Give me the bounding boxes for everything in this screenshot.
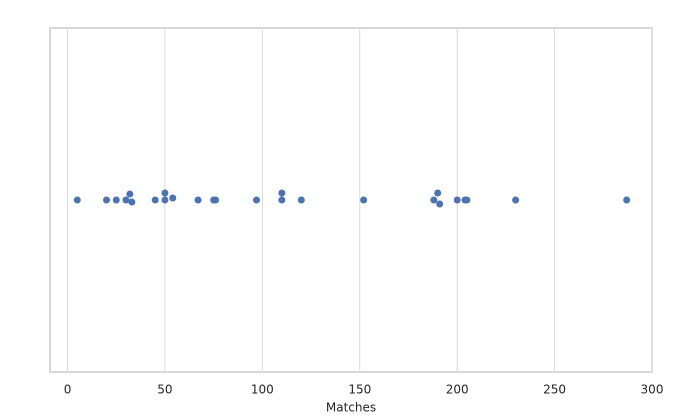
plot-frame	[49, 27, 653, 373]
x-tick-label: 50	[157, 383, 172, 397]
point	[278, 189, 286, 197]
point	[128, 198, 136, 206]
x-tick-label: 200	[446, 383, 469, 397]
x-tick-label: 250	[543, 383, 566, 397]
point	[434, 189, 442, 197]
x-tick-label: 0	[64, 383, 72, 397]
point	[126, 190, 134, 198]
point	[161, 196, 169, 204]
point	[122, 196, 130, 204]
point	[151, 196, 159, 204]
point	[512, 196, 520, 204]
point	[212, 196, 220, 204]
x-tick-label: 300	[641, 383, 664, 397]
point	[112, 196, 120, 204]
x-tick-label: 100	[251, 383, 274, 397]
point	[73, 196, 81, 204]
point	[102, 196, 110, 204]
point	[436, 200, 444, 208]
point	[169, 194, 177, 202]
point	[463, 196, 471, 204]
point	[253, 196, 261, 204]
point	[194, 196, 202, 204]
point	[278, 196, 286, 204]
point	[297, 196, 305, 204]
point	[623, 196, 631, 204]
x-tick-label: 150	[348, 383, 371, 397]
point	[453, 196, 461, 204]
point	[360, 196, 368, 204]
point	[430, 196, 438, 204]
x-axis-label: Matches	[326, 401, 376, 415]
point	[161, 189, 169, 197]
